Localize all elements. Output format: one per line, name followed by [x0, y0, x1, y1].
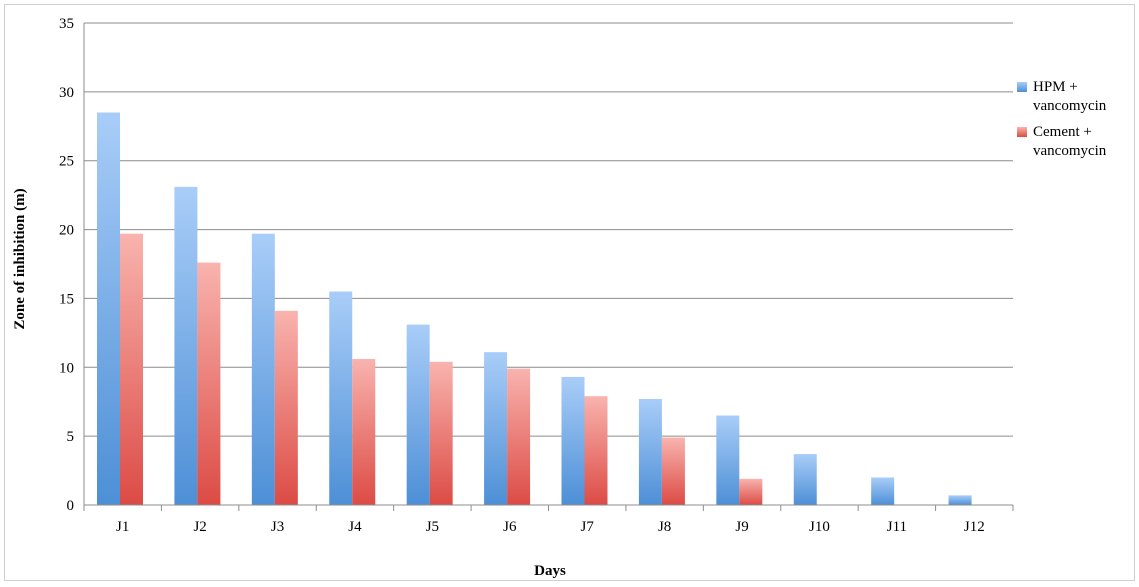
bar-series-2 — [507, 368, 531, 505]
x-tick-label: J5 — [426, 519, 439, 535]
x-tick-label: J1 — [116, 519, 129, 535]
bar-series-1 — [406, 324, 430, 505]
bar-series-2 — [429, 361, 453, 505]
bar-series-2 — [584, 396, 608, 505]
x-tick-label: J2 — [193, 519, 206, 535]
bar-series-2 — [661, 437, 685, 505]
bar-series-1 — [793, 454, 817, 505]
y-tick-label: 30 — [59, 85, 74, 101]
bar-series-1 — [251, 233, 275, 505]
bar-series-1 — [561, 376, 585, 505]
y-tick-label: 25 — [59, 154, 74, 170]
y-tick-label: 35 — [59, 16, 74, 32]
legend-label: HPM + vancomycin — [1033, 79, 1107, 114]
x-tick-label: J12 — [964, 519, 985, 535]
x-tick-label: J4 — [348, 519, 362, 535]
bar-series-1 — [97, 112, 120, 505]
y-tick-label: 5 — [67, 429, 75, 445]
bar-series-1 — [716, 415, 740, 505]
bar-series-1 — [948, 495, 972, 505]
bar-chart: 0 5 10 15 20 25 30 35 J1 J2 J3 J4 J5 J6 J7 J8 J9 J10 J11 J1… — [12, 16, 1107, 579]
bar-series-2 — [274, 310, 298, 505]
x-tick-label: J6 — [503, 519, 517, 535]
x-tick-label: J7 — [581, 519, 595, 535]
chart-frame: 0 5 10 15 20 25 30 35 J1 J2 J3 J4 J5 J6 J7 J8 J9 J10 J11 J1… — [4, 4, 1135, 581]
x-tick-label: J8 — [658, 519, 671, 535]
x-tick-label: J9 — [735, 519, 748, 535]
bars — [97, 112, 972, 505]
bar-series-1 — [638, 398, 662, 505]
axes — [83, 23, 1014, 511]
y-tick-label: 20 — [59, 223, 74, 239]
bar-series-2 — [120, 233, 143, 505]
x-tick-label: J3 — [271, 519, 284, 535]
bar-series-1 — [484, 352, 508, 505]
x-axis-title: Days — [534, 563, 566, 579]
y-tick-label: 10 — [59, 360, 74, 376]
y-axis-title: Zone of inhibition (m) — [12, 188, 28, 329]
legend-swatch — [1017, 82, 1027, 92]
gridlines — [84, 22, 1013, 506]
y-tick-label: 15 — [59, 291, 74, 307]
bar-series-1 — [174, 186, 198, 505]
legend-label: Cement + vancomycin — [1033, 124, 1107, 159]
y-tick-label: 0 — [67, 498, 75, 514]
legend: HPM + vancomycin Cement + vancomycin — [1017, 79, 1107, 159]
x-tick-label: J11 — [887, 519, 907, 535]
x-tick-label: J10 — [809, 519, 830, 535]
bar-series-1 — [871, 477, 895, 505]
bar-series-1 — [329, 291, 353, 505]
bar-series-2 — [739, 478, 763, 505]
legend-swatch — [1017, 127, 1027, 137]
bar-series-2 — [352, 359, 376, 505]
bar-series-2 — [197, 262, 221, 505]
tick-labels: 0 5 10 15 20 25 30 35 J1 J2 J3 J4 J5 J6 J7 J8 J9 J10 J11 J1… — [59, 16, 985, 535]
